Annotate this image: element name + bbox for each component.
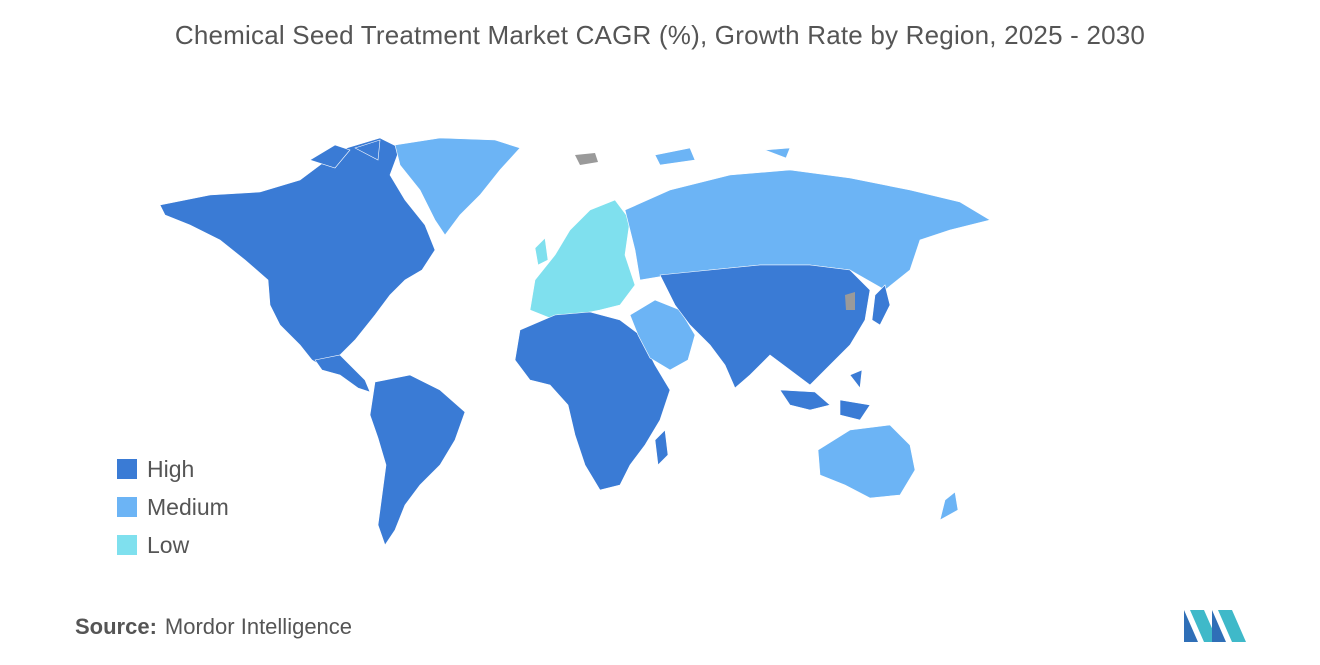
region-japan: [871, 284, 891, 326]
region-southeast-asia: [779, 369, 871, 421]
region-central-america: [314, 354, 371, 393]
region-australia: [817, 424, 916, 499]
region-no-data-svalbard: [575, 153, 598, 165]
region-south-america: [369, 374, 466, 546]
legend-label-high: High: [147, 455, 195, 482]
region-africa: [514, 311, 671, 491]
chart-title: Chemical Seed Treatment Market CAGR (%),…: [174, 20, 1146, 50]
legend-label-low: Low: [147, 531, 190, 558]
legend-item-medium: Medium: [117, 488, 229, 526]
region-europe-uk: [534, 237, 549, 266]
region-asia: [659, 264, 871, 389]
source-label: Source:: [75, 614, 157, 639]
region-arctic-islands: [654, 147, 791, 166]
world-map: [150, 120, 1050, 560]
logo-mark-icon: [1184, 610, 1246, 642]
legend: High Medium Low: [117, 450, 229, 564]
legend-swatch-low: [117, 535, 137, 555]
legend-item-high: High: [117, 450, 229, 488]
legend-swatch-medium: [117, 497, 137, 517]
legend-swatch-high: [117, 459, 137, 479]
region-north-america-islands: [309, 139, 381, 169]
world-map-svg: [159, 137, 991, 546]
source-note: Source: Mordor Intelligence: [75, 614, 352, 640]
region-no-data-korea: [845, 292, 855, 310]
region-madagascar: [654, 429, 669, 466]
legend-label-medium: Medium: [147, 493, 229, 520]
mordor-logo: [1184, 604, 1250, 642]
region-new-zealand: [939, 491, 959, 521]
legend-item-low: Low: [117, 526, 229, 564]
source-text: Mordor Intelligence: [164, 614, 353, 639]
region-north-america: [159, 137, 436, 371]
region-middle-east: [629, 299, 696, 371]
region-greenland: [394, 137, 521, 236]
